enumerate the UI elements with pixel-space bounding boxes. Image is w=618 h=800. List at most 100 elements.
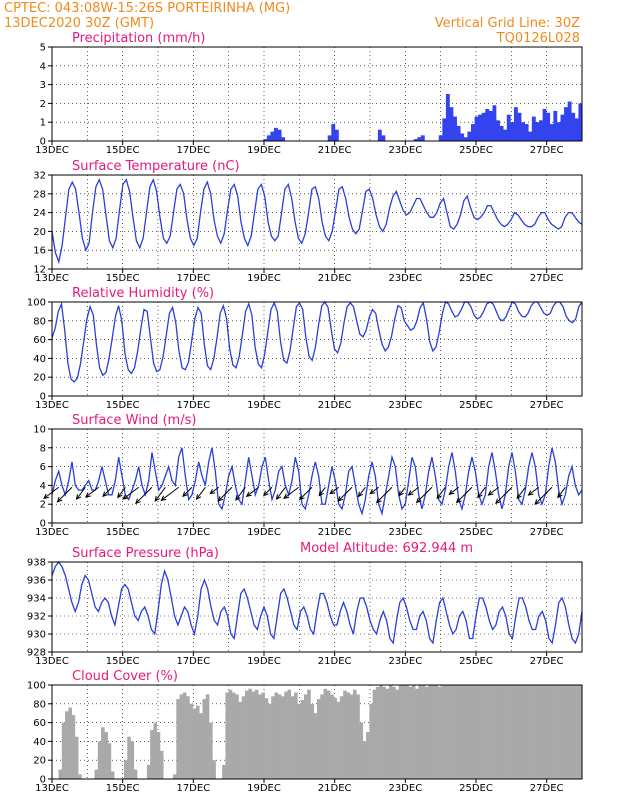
wind-xtick-label: 13DEC <box>35 527 69 538</box>
wind-arrow <box>488 486 499 496</box>
wind-ytick-label: 6 <box>40 462 46 473</box>
cloud-bar <box>231 692 236 779</box>
precip-ytick-label: 0 <box>40 137 46 148</box>
wind-arrow <box>117 486 126 498</box>
precip-xtick-label: 21DEC <box>318 145 352 156</box>
precip-panel: Precipitation (mm/h) 13DEC 15DEC 17DEC 19DEC… <box>35 31 583 156</box>
wind-arrow <box>358 486 366 497</box>
pressure-xtick-label: 23DEC <box>388 656 422 667</box>
cloud-bar <box>421 685 426 779</box>
precip-bar <box>453 116 457 141</box>
cloud-bar <box>428 685 432 779</box>
cloud-bar <box>510 685 514 779</box>
cloud-bar <box>467 685 472 779</box>
cloud-bar <box>568 685 573 779</box>
precip-ytick-label: 4 <box>40 61 46 72</box>
wind-ytick-label: 0 <box>40 519 46 530</box>
wind-arrow <box>57 486 73 503</box>
wind-arrow-head <box>209 488 216 495</box>
meteogram-panels: Precipitation (mm/h) 13DEC 15DEC 17DEC 19DEC… <box>27 31 583 794</box>
precip-bar <box>334 129 339 141</box>
precip-bar <box>513 107 518 141</box>
wind-title: Surface Wind (m/s) <box>72 413 196 428</box>
pressure-xtick-label: 19DEC <box>247 656 281 667</box>
precip-bar <box>521 122 525 141</box>
temp-xtick-label: 21DEC <box>318 273 352 284</box>
model-altitude: Model Altitude: 692.944 m <box>300 541 473 556</box>
cloud-bar <box>101 727 105 779</box>
cloud-bar <box>317 699 321 779</box>
wind-xtick-label: 25DEC <box>459 527 493 538</box>
pressure-xtick-label: 25DEC <box>459 656 493 667</box>
pressure-ytick-label: 932 <box>27 612 46 623</box>
precip-bar <box>417 137 422 141</box>
cloud-xtick-label: 21DEC <box>318 783 352 794</box>
precip-bar <box>524 124 529 141</box>
cloud-bar <box>336 701 341 779</box>
cloud-bar <box>107 743 112 779</box>
cloud-bar <box>451 685 455 779</box>
wind-arrow <box>217 486 233 502</box>
cloud-bar <box>523 685 527 779</box>
precip-xtick-label: 17DEC <box>176 145 210 156</box>
precip-xtick-label: 25DEC <box>459 145 493 156</box>
cloud-bar <box>222 764 226 779</box>
wind-arrow-head <box>534 499 540 505</box>
precip-xtick-label: 15DEC <box>106 145 140 156</box>
wind-xtick-label: 27DEC <box>530 527 564 538</box>
precip-bar <box>381 135 386 141</box>
wind-arrow-head <box>337 496 344 502</box>
cloud-bar <box>294 692 298 779</box>
cloud-bar <box>496 685 501 779</box>
wind-xtick-label: 19DEC <box>247 527 281 538</box>
cloud-bar <box>395 689 400 779</box>
wind-arrow-head <box>318 490 324 497</box>
cloud-bar <box>490 685 494 779</box>
header-run-time: 13DEC2020 30Z (GMT) <box>4 16 154 31</box>
wind-arrow-head <box>357 491 364 498</box>
cloud-bar <box>254 689 259 779</box>
cloud-bar <box>287 689 292 779</box>
wind-arrow-head <box>84 492 91 498</box>
cloud-bar <box>146 764 151 779</box>
cloud-bar <box>369 703 373 779</box>
precip-bar <box>553 110 558 141</box>
cloud-bar <box>133 769 138 779</box>
wind-arrow <box>283 486 299 499</box>
cloud-bar <box>352 689 357 779</box>
wind-arrow <box>477 486 486 498</box>
wind-arrow-head <box>275 494 282 501</box>
cloud-bar <box>356 694 360 779</box>
precip-bar <box>564 107 568 141</box>
cloud-bar <box>532 685 537 779</box>
wind-arrow <box>516 486 526 499</box>
wind-arrow-head <box>122 494 129 500</box>
cloud-bar <box>209 722 213 779</box>
precip-bar <box>485 109 490 141</box>
rh-title: Relative Humidity (%) <box>72 286 214 301</box>
cloud-bar <box>529 685 534 779</box>
cloud-bar <box>339 696 344 779</box>
cloud-bar <box>542 685 547 779</box>
wind-ytick-label: 2 <box>40 500 46 511</box>
cloud-ytick-label: 40 <box>33 737 46 748</box>
cloud-bar <box>388 685 393 779</box>
cloud-bar <box>565 685 570 779</box>
cloud-bar <box>441 685 445 779</box>
rh-xtick-label: 25DEC <box>459 400 493 411</box>
cloud-bar <box>474 685 478 779</box>
precip-bar <box>460 133 465 141</box>
cloud-bar <box>320 694 324 779</box>
cloud-bar <box>460 685 465 779</box>
temp-title: Surface Temperature (nC) <box>72 159 240 174</box>
cloud-ytick-label: 80 <box>33 699 46 710</box>
pressure-ytick-label: 936 <box>27 576 46 587</box>
precip-bar <box>560 114 565 141</box>
cloud-xtick-label: 27DEC <box>530 783 564 794</box>
cloud-bar <box>290 696 295 779</box>
wind-arrow-head <box>436 493 442 500</box>
rh-xtick-label: 13DEC <box>35 400 69 411</box>
cloud-bar <box>127 736 131 779</box>
cloud-bar <box>447 685 452 779</box>
precip-bar <box>467 131 472 141</box>
